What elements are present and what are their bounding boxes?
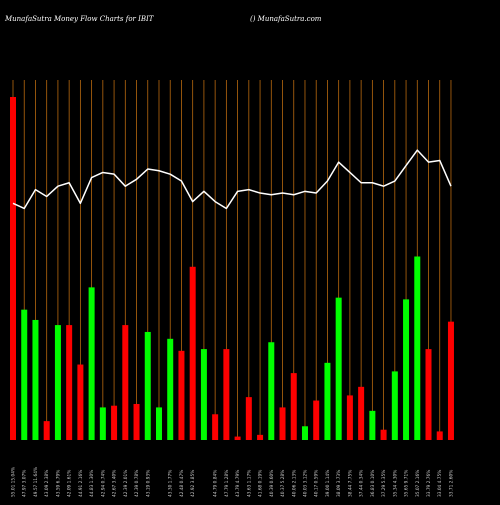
- x-tick-label: 42.48 0.47%: [179, 470, 185, 497]
- bar-down: [436, 431, 443, 440]
- bar-down: [447, 321, 454, 440]
- x-tick-label: 33.79 2.76%: [426, 470, 432, 497]
- bar-up: [99, 407, 106, 440]
- x-tick-labels: 55.01 15.04% 47.97 3.07% 49.57 11.64% 43.09…: [11, 467, 455, 497]
- x-tick-label: 40.17 0.59%: [314, 470, 320, 497]
- bar-down: [66, 325, 73, 440]
- price-line: [12, 149, 452, 210]
- x-tick-label: 42.39 0.78%: [134, 470, 140, 497]
- x-tick-label: 43.30 1.77%: [168, 470, 174, 497]
- bar-down: [234, 436, 241, 440]
- x-tick-label: 44.91 2.16%: [78, 470, 84, 497]
- x-tick-label: 39.00 1.14%: [325, 470, 331, 497]
- x-tick-label: 33.04 4.75%: [437, 470, 443, 497]
- price-line-group: [12, 149, 452, 210]
- x-tick-label: 49.57 11.64%: [33, 467, 39, 497]
- x-tick-label: 44.83 1.30%: [89, 470, 95, 497]
- bar-up: [414, 256, 421, 440]
- x-tick-label: 38.09 3.73%: [336, 470, 342, 497]
- bar-down: [290, 373, 297, 440]
- x-tick-label: 33.71 2.60%: [448, 470, 454, 497]
- bar-down: [77, 364, 84, 440]
- bar-down: [245, 397, 252, 440]
- x-tick-label: 35.65 9.71%: [404, 470, 410, 497]
- x-tick-label: 41.68 0.19%: [258, 470, 264, 497]
- bar-down: [122, 325, 129, 440]
- x-tick-label: 43.19 0.93%: [145, 470, 151, 497]
- bar-up: [32, 319, 39, 440]
- bar-down: [257, 434, 264, 440]
- bar-up: [391, 371, 398, 440]
- bar-down: [212, 414, 219, 440]
- bar-down: [10, 97, 16, 440]
- bar-up: [324, 362, 331, 440]
- x-tick-label: 37.29 5.35%: [381, 470, 387, 497]
- bar-down: [133, 403, 140, 440]
- bar-up: [155, 407, 162, 440]
- bar-down: [279, 407, 286, 440]
- bar-up: [335, 297, 342, 440]
- x-tick-label: 43.59 6.79%: [55, 470, 61, 497]
- bar-down: [43, 421, 50, 440]
- x-tick-label: 43.79 4.79%: [235, 470, 241, 497]
- x-tick-label: 40.39 0.60%: [269, 470, 275, 497]
- x-tick-label: 35.07 2.16%: [415, 470, 421, 497]
- x-tick-label: 44.79 0.84%: [213, 470, 219, 497]
- x-tick-label: 47.97 3.07%: [22, 470, 28, 497]
- bar-up: [21, 309, 28, 440]
- x-tick-label: 35.34 4.30%: [392, 470, 398, 497]
- bar-up: [167, 338, 174, 440]
- bar-down: [346, 395, 353, 440]
- bar-up: [403, 299, 410, 440]
- x-tick-label: 40.03 3.12%: [302, 470, 308, 497]
- bar-down: [189, 266, 196, 440]
- bar-down: [111, 405, 118, 440]
- x-tick-label: 40.37 5.28%: [280, 470, 286, 497]
- x-tick-label: 42.09 1.61%: [67, 470, 73, 497]
- volume-bars: [10, 97, 454, 440]
- x-tick-label: 42.67 3.40%: [112, 470, 118, 497]
- bar-up: [88, 287, 95, 440]
- bar-up: [144, 331, 151, 440]
- x-tick-label: 38.44 7.75%: [347, 470, 353, 497]
- bar-down: [223, 349, 230, 440]
- x-tick-label: 42.39 2.01%: [123, 470, 129, 497]
- x-tick-label: 37.44 0.34%: [359, 470, 365, 497]
- x-tick-label: 55.01 15.04%: [11, 467, 17, 497]
- x-tick-label: 43.63 1.17%: [246, 470, 252, 497]
- x-tick-label: 43.09 2.38%: [44, 470, 50, 497]
- bar-down: [178, 350, 185, 440]
- bar-down: [313, 400, 320, 440]
- site-credit: () MunafaSutra.com: [250, 15, 322, 23]
- x-tick-label: 40.06 2.13%: [291, 470, 297, 497]
- bar-down: [380, 429, 387, 440]
- bar-up: [268, 342, 275, 440]
- x-tick-label: 42.92 3.85%: [190, 470, 196, 497]
- bar-up: [54, 325, 61, 440]
- x-tick-label: 47.79 1.28%: [224, 470, 230, 497]
- bar-up: [301, 426, 308, 440]
- chart-title: MunafaSutra Money Flow Charts for IBIT: [5, 15, 154, 23]
- bar-down: [425, 349, 432, 440]
- bar-up: [200, 349, 207, 440]
- bar-down: [358, 386, 365, 440]
- bar-up: [369, 410, 376, 440]
- x-tick-label: 36.83 0.10%: [370, 470, 376, 497]
- x-tick-label: 42.94 0.74%: [100, 470, 106, 497]
